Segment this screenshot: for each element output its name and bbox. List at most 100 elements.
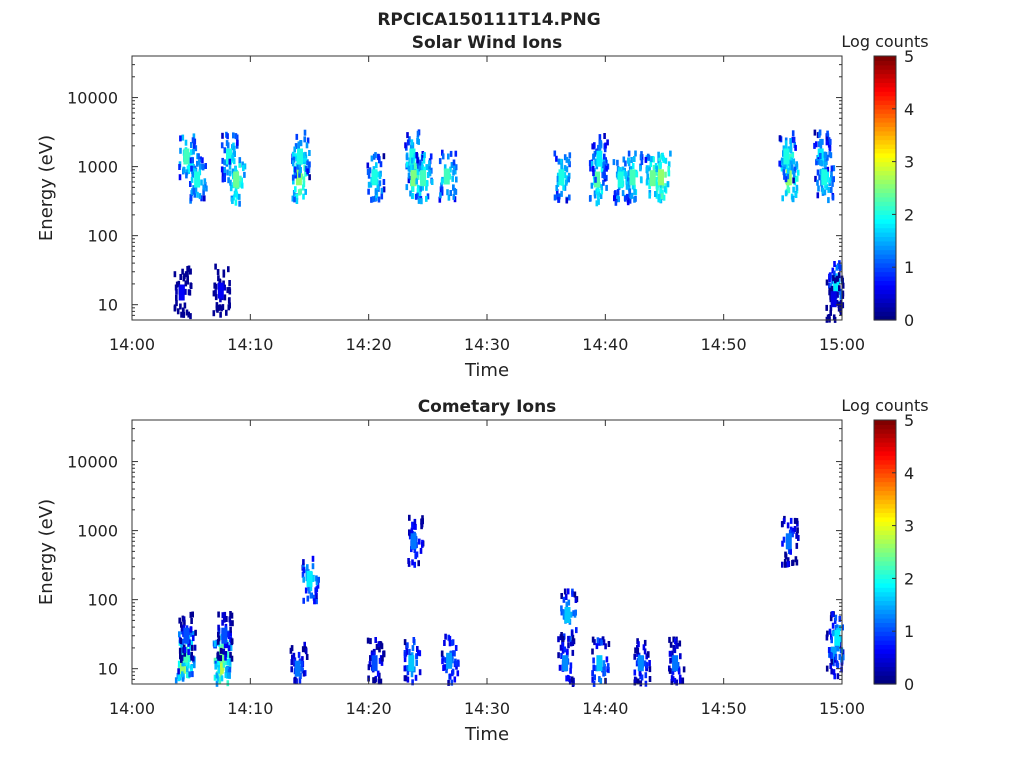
data-cell: [414, 193, 418, 200]
data-cell: [825, 634, 829, 641]
data-cell: [592, 170, 595, 177]
data-cell: [639, 165, 642, 172]
data-cell: [560, 593, 563, 599]
colorbar-label: Log counts: [841, 396, 928, 415]
data-cell: [428, 163, 431, 170]
data-cell-core: [830, 646, 837, 663]
data-cell: [555, 189, 559, 196]
data-cell: [789, 142, 793, 149]
data-cell: [444, 633, 447, 640]
data-cell: [786, 173, 790, 180]
data-cell: [452, 184, 455, 191]
data-cell-core: [217, 282, 224, 299]
data-cell: [563, 646, 567, 653]
data-cell: [838, 288, 842, 295]
data-cell: [243, 171, 246, 178]
data-cell: [815, 159, 818, 166]
data-cell: [639, 154, 643, 161]
data-cell: [780, 165, 784, 172]
data-cell-core: [558, 169, 565, 186]
data-cell: [367, 188, 370, 195]
y-axis-label: Energy (eV): [36, 499, 57, 605]
colorbar-step: [874, 560, 896, 566]
data-cell: [795, 518, 799, 525]
data-cell: [311, 563, 315, 570]
data-cell: [230, 638, 234, 645]
colorbar-step: [874, 503, 896, 509]
data-cell: [417, 560, 420, 567]
data-cell: [447, 679, 450, 686]
data-cell: [303, 129, 307, 136]
data-cell: [782, 169, 786, 176]
x-tick-label: 14:10: [227, 699, 273, 718]
data-cell: [426, 172, 430, 178]
data-cell: [633, 669, 637, 676]
data-cell: [304, 170, 307, 177]
data-cell: [373, 677, 377, 684]
y-axis: 10 100 1000 10000: [67, 55, 842, 321]
data-cell: [830, 285, 834, 292]
data-cell: [445, 667, 448, 674]
data-cell: [183, 619, 186, 626]
data-cell: [217, 635, 221, 642]
data-cell: [591, 648, 594, 655]
data-cell: [197, 153, 200, 160]
data-cell: [782, 150, 785, 157]
data-cell: [821, 138, 824, 145]
colorbar-step: [874, 113, 896, 119]
data-cell: [301, 656, 304, 663]
data-cell: [223, 167, 226, 173]
data-cell: [656, 182, 659, 189]
data-cell: [438, 158, 442, 165]
data-cell: [594, 158, 597, 165]
data-cell: [681, 677, 685, 684]
data-cell: [238, 200, 241, 207]
data-cell: [294, 186, 297, 193]
colorbar-step: [874, 644, 896, 650]
data-cell: [225, 616, 228, 622]
data-cell: [788, 154, 792, 160]
data-cell: [816, 169, 820, 176]
data-cell: [814, 175, 817, 182]
colorbar-step: [874, 679, 896, 685]
data-cell: [300, 665, 303, 672]
data-cell: [178, 631, 181, 638]
colorbar-step: [874, 582, 896, 588]
data-cell: [655, 169, 658, 176]
data-cell: [300, 173, 304, 180]
data-cell: [795, 532, 798, 539]
data-cell: [628, 197, 632, 204]
data-cell: [228, 170, 232, 177]
data-cell: [292, 190, 296, 196]
data-cell: [834, 277, 837, 284]
data-cell: [659, 161, 662, 168]
data-cell-core: [297, 148, 303, 165]
data-cell: [410, 192, 414, 199]
data-cell: [592, 665, 596, 671]
colorbar-step: [874, 135, 896, 141]
data-cell: [220, 166, 224, 173]
data-cell: [662, 194, 666, 201]
data-cell: [607, 641, 611, 647]
data-cell: [795, 175, 799, 182]
data-cell: [600, 184, 603, 191]
colorbar-step: [874, 258, 896, 264]
data-cell: [293, 660, 296, 667]
data-cell: [648, 666, 652, 673]
data-cell: [225, 140, 229, 147]
data-cell-core: [183, 627, 190, 644]
data-cell: [829, 293, 832, 300]
data-cell: [189, 181, 192, 187]
data-cell: [571, 590, 574, 597]
data-cell: [627, 185, 631, 192]
data-cell: [239, 175, 242, 182]
data-cell: [819, 159, 822, 166]
data-cell: [220, 142, 224, 149]
data-cell: [647, 651, 650, 658]
data-cell: [827, 647, 831, 653]
colorbar-step: [874, 95, 896, 101]
data-cell: [828, 628, 832, 635]
data-cell: [222, 269, 226, 276]
data-cell: [290, 666, 293, 673]
data-cell: [640, 674, 644, 681]
